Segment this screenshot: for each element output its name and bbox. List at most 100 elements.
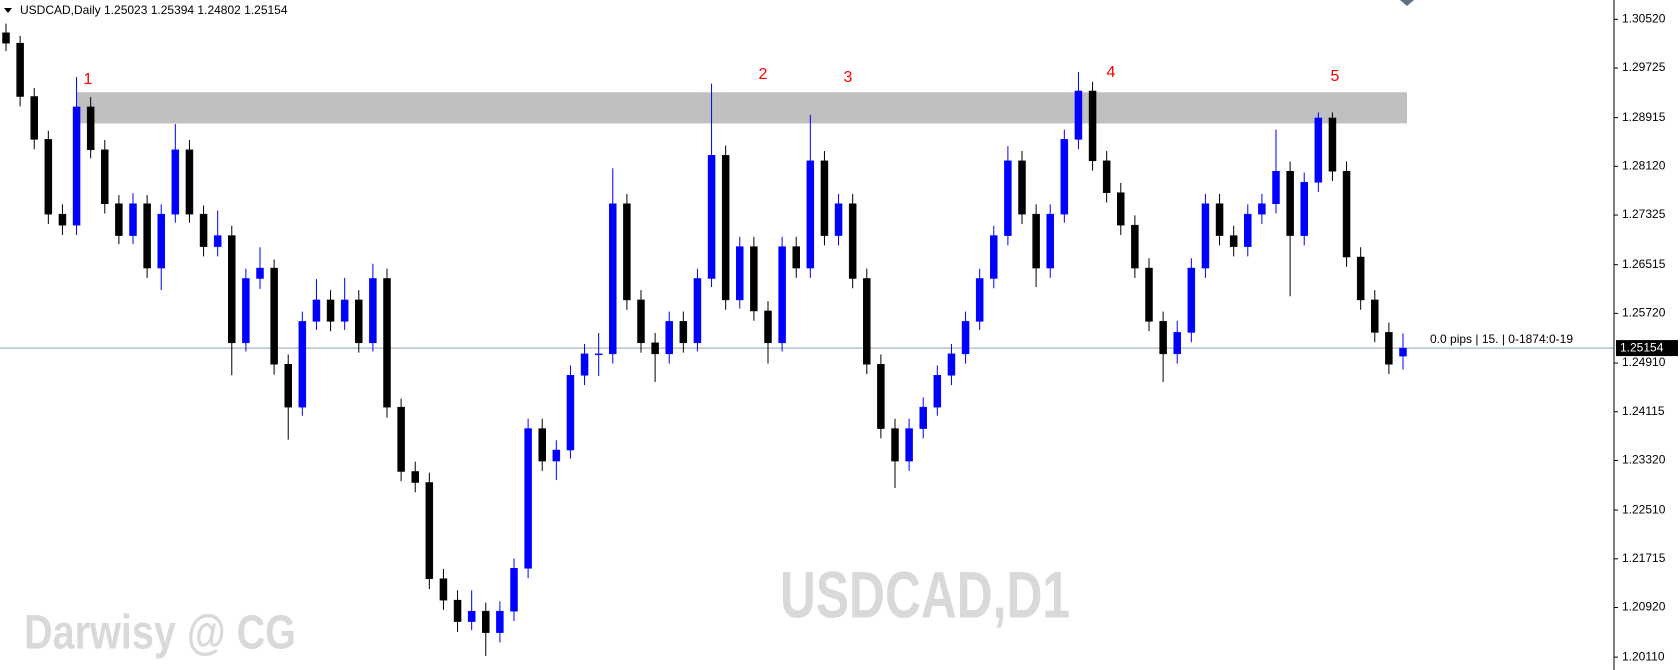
y-tick-label: 1.21715: [1622, 551, 1666, 565]
candle-body: [1074, 90, 1083, 140]
candle-body: [185, 149, 194, 215]
candle-body: [623, 203, 631, 301]
candle-body: [397, 406, 405, 472]
candle-body: [1018, 160, 1026, 215]
y-tick-label: 1.28120: [1622, 159, 1666, 173]
candle-body: [44, 139, 53, 215]
candle-body: [1371, 299, 1379, 333]
candle-body: [143, 203, 151, 269]
candle-body: [312, 299, 321, 322]
candle-body: [1060, 139, 1069, 215]
price-label-box: [1616, 340, 1678, 357]
candle-body: [947, 353, 956, 376]
candle-body: [877, 364, 885, 429]
candle-body: [157, 213, 165, 269]
candle-body: [1102, 160, 1111, 193]
info-text: 0.0 pips | 15. | 0-1874:0-19: [1430, 332, 1573, 346]
candle-body: [679, 321, 688, 344]
candle-body: [1342, 171, 1351, 258]
candle-body: [1258, 203, 1266, 215]
candle-body: [834, 203, 843, 236]
candle-body: [1088, 90, 1097, 162]
candle-body: [538, 428, 546, 462]
candle-body: [1244, 213, 1252, 247]
candle-body: [1328, 117, 1337, 172]
candle-body: [2, 32, 10, 44]
candle-body: [199, 213, 208, 247]
candle-body: [326, 299, 335, 322]
annotation: 1: [84, 71, 93, 88]
candle-body: [721, 155, 730, 301]
candle-body: [848, 203, 857, 279]
candle-body: [228, 235, 236, 344]
candle-body: [1399, 347, 1407, 357]
candle-body: [411, 471, 419, 483]
candle-body: [1046, 213, 1054, 269]
candle-body: [750, 246, 758, 312]
candle-body: [115, 203, 123, 236]
candle-body: [1187, 267, 1196, 333]
y-tick-label: 1.20920: [1622, 600, 1666, 614]
candle-body: [792, 246, 800, 269]
candle-body: [1004, 160, 1012, 236]
candle-body: [1032, 213, 1040, 269]
candle-body: [665, 321, 673, 355]
candle-body: [383, 278, 391, 408]
candle-body: [1385, 332, 1393, 365]
candle-body: [101, 149, 109, 204]
candle-body: [425, 482, 434, 579]
shift-marker: [1400, 0, 1414, 6]
candle-body: [778, 246, 786, 344]
y-tick-label: 1.24910: [1622, 355, 1666, 369]
candle-body: [806, 160, 815, 269]
candle-body: [1159, 321, 1167, 355]
y-tick-label: 1.28915: [1622, 110, 1666, 124]
candle-body: [524, 428, 532, 569]
candle-body: [707, 155, 716, 279]
candle-body: [580, 353, 589, 376]
y-tick-label: 1.23320: [1622, 453, 1666, 467]
candle-body: [355, 299, 363, 344]
candle-body: [594, 353, 603, 356]
candle-body: [256, 267, 264, 279]
candle-body: [510, 568, 518, 612]
candle-body: [86, 106, 95, 151]
candle-body: [933, 375, 942, 408]
candle-body: [1314, 117, 1323, 183]
candle-body: [764, 310, 772, 344]
candle-body: [1215, 203, 1224, 236]
candle-body: [1229, 235, 1238, 247]
candle-body: [72, 106, 81, 226]
candle-body: [369, 278, 377, 344]
y-tick-label: 1.20110: [1622, 649, 1665, 663]
y-tick-label: 1.30520: [1622, 11, 1666, 25]
candle-body: [975, 278, 984, 322]
candle-body: [58, 213, 67, 226]
annotation: 2: [759, 66, 768, 83]
candle-body: [863, 278, 871, 365]
menu-arrow[interactable]: [4, 8, 12, 13]
y-tick-label: 1.25720: [1622, 306, 1666, 320]
candle-body: [1173, 332, 1181, 355]
y-tick-label: 1.26515: [1622, 257, 1666, 271]
candle-body: [820, 160, 829, 236]
candle-body: [298, 321, 307, 408]
candle-body: [340, 299, 349, 322]
y-tick-label: 1.22510: [1622, 502, 1666, 516]
candle-body: [467, 610, 476, 622]
credit: Darwisy @ CG: [24, 607, 296, 660]
candle-body: [1131, 224, 1139, 269]
candle-body: [439, 578, 448, 601]
candle-body: [919, 406, 927, 429]
annotation: 4: [1107, 64, 1116, 81]
candle-body: [961, 321, 970, 355]
candle-body: [905, 428, 913, 462]
candle-body: [1117, 192, 1125, 226]
candle-body: [284, 364, 292, 408]
y-tick-label: 1.29725: [1622, 60, 1666, 74]
resistance-zone: [77, 92, 1407, 124]
watermark: USDCAD,D1: [780, 557, 1070, 631]
candle-body: [566, 375, 575, 451]
price-label: 1.25154: [1620, 340, 1664, 354]
candle-body: [1356, 256, 1365, 301]
